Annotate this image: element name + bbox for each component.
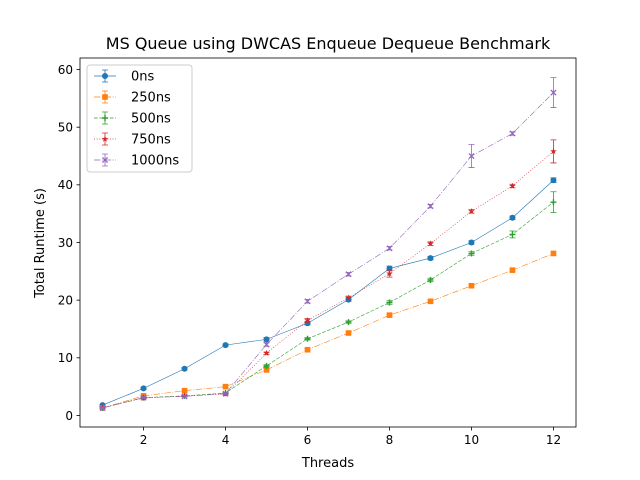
y-tick-label: 20 — [58, 293, 73, 307]
legend-marker — [101, 135, 109, 142]
data-point — [550, 199, 557, 206]
data-point — [509, 267, 516, 273]
data-point — [468, 152, 475, 160]
data-point — [509, 231, 516, 238]
data-point — [99, 404, 106, 412]
series-line — [102, 253, 554, 409]
data-point — [263, 336, 270, 343]
data-point — [468, 239, 475, 246]
data-point — [222, 342, 229, 349]
x-tick-label: 12 — [546, 433, 561, 447]
legend-label: 750ns — [131, 133, 171, 148]
y-tick-label: 0 — [65, 409, 73, 423]
legend-box — [86, 64, 193, 173]
y-tick-label: 30 — [58, 236, 73, 250]
y-axis-label: Total Runtime (s) — [33, 188, 48, 299]
data-point — [509, 182, 516, 189]
data-point — [550, 250, 557, 257]
data-point — [386, 299, 393, 306]
data-point — [140, 385, 147, 392]
series-line — [102, 201, 554, 409]
legend-entry-750ns: 750ns — [94, 133, 171, 148]
data-point — [345, 330, 352, 336]
data-point — [263, 341, 270, 348]
x-tick-label: 6 — [304, 433, 312, 447]
data-point — [181, 365, 188, 372]
x-tick-label: 2 — [140, 433, 148, 447]
legend-marker — [102, 115, 108, 121]
legend-label: 250ns — [131, 91, 171, 106]
data-point — [386, 245, 393, 252]
chart-title: MS Queue using DWCAS Enqueue Dequeue Ben… — [106, 34, 551, 53]
data-point — [550, 89, 557, 96]
data-point — [386, 312, 393, 318]
legend-marker — [102, 73, 108, 79]
data-point — [181, 387, 188, 394]
data-point — [304, 316, 311, 324]
data-point — [427, 203, 434, 210]
data-point — [468, 250, 475, 257]
data-point — [140, 394, 147, 401]
data-point — [263, 349, 270, 356]
data-point — [263, 367, 270, 373]
data-point — [427, 298, 434, 305]
legend-entry-250ns: 250ns — [94, 91, 171, 106]
y-tick-label: 60 — [58, 63, 73, 77]
x-tick-label: 8 — [386, 433, 394, 447]
series-line — [102, 151, 554, 408]
data-point — [386, 270, 393, 277]
x-axis-label: Threads — [301, 456, 354, 471]
y-tick-label: 40 — [58, 178, 73, 192]
legend-marker — [101, 156, 109, 164]
data-point — [550, 148, 557, 155]
legend-entry-1000ns: 1000ns — [94, 154, 179, 169]
data-point — [550, 177, 557, 184]
data-point — [181, 393, 188, 400]
data-point — [509, 214, 516, 221]
legend: 0ns 250ns 500ns 750ns 1000ns — [86, 64, 193, 173]
data-point — [304, 298, 311, 305]
plot-area — [99, 77, 557, 412]
y-tick-label: 50 — [58, 120, 73, 134]
legend-label: 1000ns — [131, 154, 179, 169]
data-point — [468, 282, 475, 289]
data-point — [345, 271, 352, 278]
data-point — [468, 207, 475, 215]
data-point — [427, 240, 434, 247]
data-point — [345, 319, 352, 326]
series-line — [102, 180, 554, 406]
data-point — [304, 346, 311, 353]
x-tick-label: 10 — [464, 433, 479, 447]
data-point — [509, 130, 516, 137]
data-point — [222, 383, 229, 390]
series-1000ns — [99, 77, 557, 412]
data-point — [345, 294, 352, 301]
data-point — [222, 390, 229, 397]
y-tick-label: 10 — [58, 351, 73, 365]
legend-marker — [102, 94, 108, 100]
legend-label: 0ns — [131, 70, 155, 85]
x-tick-label: 4 — [222, 433, 230, 447]
legend-label: 500ns — [131, 112, 171, 127]
data-point — [427, 255, 434, 262]
data-point — [304, 335, 311, 342]
data-point — [427, 276, 434, 283]
series-line — [102, 92, 554, 409]
data-point — [263, 362, 270, 369]
legend-entry-0ns: 0ns — [94, 70, 155, 85]
legend-entry-500ns: 500ns — [94, 112, 171, 127]
axes: 2 4 6 8 10 12 0 10 20 30 40 50 60 — [58, 57, 577, 447]
